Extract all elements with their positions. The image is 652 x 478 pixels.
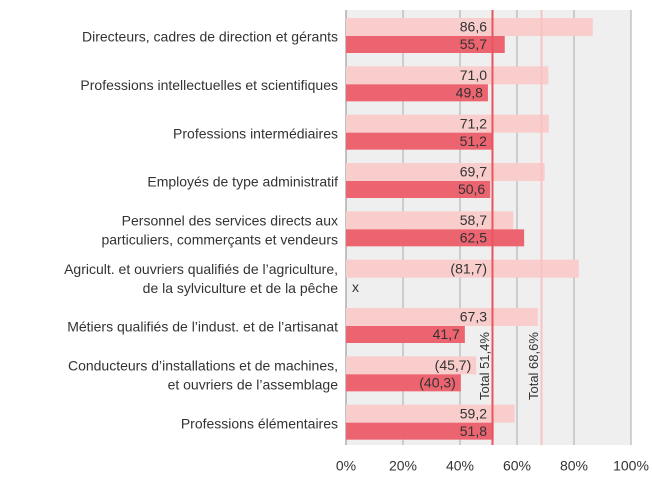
category-label: et ouvriers de l’assemblage — [168, 377, 339, 393]
x-tick-label: 100% — [613, 458, 649, 474]
reference-label: Total 51,4% — [477, 332, 492, 400]
bar — [346, 163, 545, 181]
bar — [346, 259, 579, 278]
category-label: Personnel des services directs aux — [122, 213, 338, 229]
bar — [346, 326, 465, 343]
bar — [346, 374, 461, 392]
category-label: Professions intermédiaires — [173, 125, 338, 141]
bar — [346, 229, 525, 247]
x-tick-label: 80% — [560, 458, 588, 474]
value-label: (81,7) — [450, 260, 487, 276]
value-label: 71,0 — [460, 67, 487, 83]
bar — [346, 84, 488, 102]
value-label: (45,7) — [435, 357, 472, 373]
value-label: 67,3 — [460, 309, 487, 325]
value-label: 62,5 — [460, 230, 487, 246]
x-tick-label: 40% — [446, 458, 474, 474]
bar — [346, 18, 593, 36]
value-label: 51,8 — [460, 423, 487, 439]
value-label: 69,7 — [460, 164, 487, 180]
value-label: 59,2 — [460, 405, 487, 421]
reference-label: Total 68,6% — [526, 332, 541, 400]
category-label: Directeurs, cadres de direction et géran… — [82, 29, 338, 45]
bar — [346, 36, 505, 53]
category-label: Agricult. et ouvriers qualifiés de l’agr… — [64, 261, 338, 277]
bar — [346, 66, 549, 85]
bar — [346, 181, 491, 198]
category-label: Métiers qualifiés de l’indust. et de l’a… — [67, 319, 338, 335]
category-label: Conducteurs d’installations et de machin… — [68, 358, 338, 374]
value-label: 71,2 — [460, 115, 487, 131]
x-tick-label: 0% — [336, 458, 356, 474]
value-label: 50,6 — [458, 181, 485, 197]
category-label: Employés de type administratif — [147, 174, 338, 190]
value-label: x — [352, 279, 359, 295]
category-label: Professions élémentaires — [181, 415, 338, 431]
category-label: particuliers, commerçants et vendeurs — [101, 232, 338, 248]
bar — [346, 132, 492, 150]
bar — [346, 404, 515, 423]
category-label: Professions intellectuelles et scientifi… — [80, 77, 338, 93]
bar — [346, 211, 514, 230]
bar — [346, 356, 477, 375]
value-label: 58,7 — [460, 212, 487, 228]
bar — [346, 114, 549, 133]
value-label: 86,6 — [460, 19, 487, 35]
bar — [346, 308, 538, 326]
x-tick-label: 60% — [503, 458, 531, 474]
x-tick-label: 20% — [389, 458, 417, 474]
value-label: 55,7 — [460, 36, 487, 52]
bar — [346, 422, 494, 440]
value-label: 41,7 — [433, 326, 460, 342]
category-label: de la sylviculture et de la pêche — [143, 280, 339, 296]
value-label: (40,3) — [419, 375, 456, 391]
value-label: 51,2 — [460, 133, 487, 149]
value-label: 49,8 — [456, 85, 483, 101]
